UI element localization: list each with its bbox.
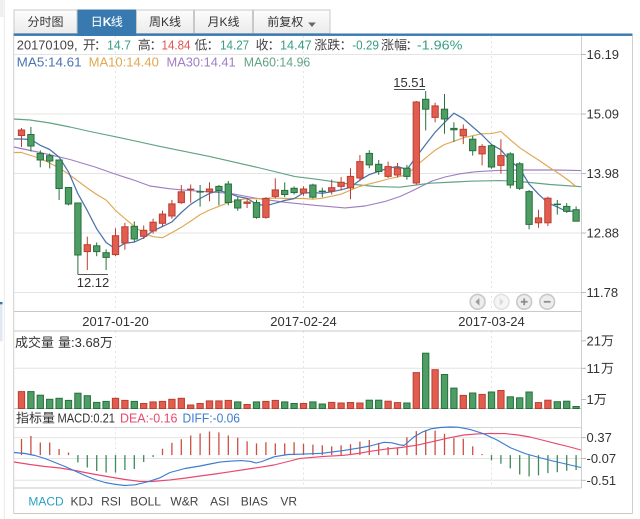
svg-text:ASI: ASI: [210, 495, 229, 509]
svg-text:-1.96%: -1.96%: [417, 38, 463, 53]
svg-text:K: K: [161, 15, 169, 29]
svg-text:2017-01-20: 2017-01-20: [82, 314, 149, 329]
svg-text:12.12: 12.12: [77, 275, 110, 290]
svg-text:16.19: 16.19: [587, 47, 620, 62]
svg-text:W&R: W&R: [170, 495, 198, 509]
svg-text:11: 11: [587, 361, 601, 376]
svg-text:K: K: [103, 15, 112, 29]
svg-text:DEA:-0.16: DEA:-0.16: [120, 411, 178, 426]
svg-text:K: K: [220, 15, 228, 29]
svg-text:11.78: 11.78: [587, 285, 619, 300]
svg-text:MA60:14.96: MA60:14.96: [244, 55, 310, 70]
svg-text:12.88: 12.88: [587, 226, 620, 241]
svg-text:20170109,: 20170109,: [17, 38, 78, 53]
svg-text:15.09: 15.09: [587, 107, 620, 122]
svg-text:0.37: 0.37: [587, 430, 612, 445]
svg-text:MA5:14.61: MA5:14.61: [17, 55, 82, 70]
svg-text:14.47: 14.47: [280, 38, 312, 53]
svg-text:14.7: 14.7: [107, 38, 131, 53]
svg-text:14.27: 14.27: [220, 38, 249, 53]
svg-text:BOLL: BOLL: [130, 495, 161, 509]
svg-text:DIFF:-0.06: DIFF:-0.06: [183, 411, 241, 426]
svg-text:-0.29: -0.29: [352, 38, 379, 53]
svg-text:13.98: 13.98: [587, 166, 620, 181]
svg-text:MA30:14.41: MA30:14.41: [167, 55, 236, 70]
svg-text:VR: VR: [280, 495, 297, 509]
svg-text:MA10:14.40: MA10:14.40: [89, 55, 159, 70]
svg-text:KDJ: KDJ: [71, 495, 94, 509]
svg-text:14.84: 14.84: [162, 38, 191, 53]
svg-text:-0.51: -0.51: [587, 473, 617, 488]
svg-text:2017-03-24: 2017-03-24: [458, 314, 525, 329]
svg-text:1: 1: [587, 392, 594, 407]
svg-text:2017-02-24: 2017-02-24: [270, 314, 337, 329]
svg-text:BIAS: BIAS: [241, 495, 268, 509]
svg-text:MACD:0.21: MACD:0.21: [58, 411, 116, 426]
svg-text:RSI: RSI: [101, 495, 121, 509]
svg-text:15.51: 15.51: [393, 75, 426, 90]
svg-text:-0.07: -0.07: [587, 451, 617, 466]
svg-text:21: 21: [587, 333, 601, 348]
svg-text:MACD: MACD: [28, 495, 64, 509]
svg-text::3.68: :3.68: [71, 335, 100, 350]
